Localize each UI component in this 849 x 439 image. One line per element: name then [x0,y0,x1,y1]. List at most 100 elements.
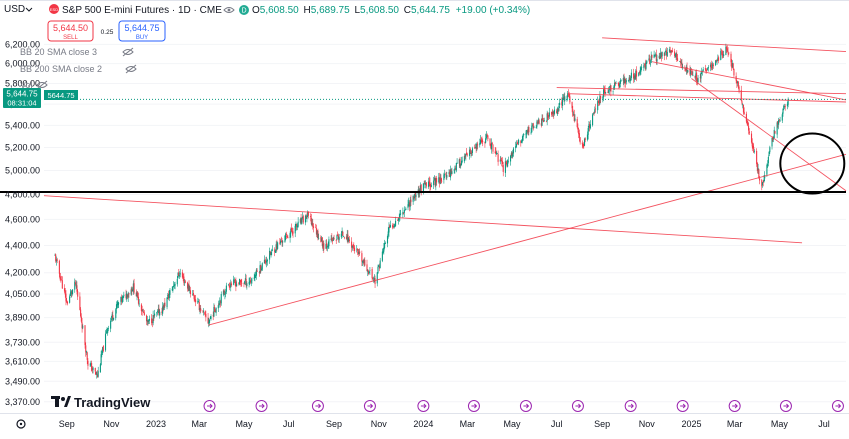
candle-body [778,119,780,125]
event-marker-icon[interactable] [255,400,268,412]
candle-body [781,114,783,121]
sell-button[interactable]: 5,644.50 SELL [47,20,94,42]
buy-button[interactable]: 5,644.75 BUY [118,20,166,42]
candle-body [214,310,216,313]
candle-body [694,75,696,78]
candle-body [536,121,538,127]
symbol-title[interactable]: S&P 500 E-mini Futures · 1D · CME [62,5,222,16]
candle-body [559,102,561,106]
indicator-bb20-visibility-icon[interactable] [122,47,134,57]
candle-body [213,307,215,317]
x-tick-label: 2025 [681,419,701,429]
candle-body [454,167,456,170]
candle-body [414,192,416,198]
candle-body [126,293,128,300]
x-tick-label: Jul [551,419,563,429]
y-tick-label: 6,200.00 [5,39,40,49]
candle-body [438,177,440,182]
indicator-bb20[interactable]: BB 20 SMA close 3 [20,47,97,57]
candle-body [696,80,698,82]
event-marker-icon[interactable] [571,400,584,412]
candle-body [94,367,96,372]
indicator-vol[interactable]: Vol [20,80,33,90]
candle-body [655,54,657,61]
candle-body [492,144,494,152]
candle-body [552,111,554,115]
event-marker-icon[interactable] [676,400,689,412]
event-marker-icon[interactable] [779,400,792,412]
trendline-2 [556,87,847,95]
currency-label[interactable]: USD [4,4,25,15]
candle-body [230,283,233,286]
event-marker-icon[interactable] [467,400,480,412]
symbol-badge[interactable] [49,4,59,14]
candle-body [603,89,605,91]
candle-body [496,152,498,155]
candle-body [578,130,580,135]
event-marker-icon[interactable] [831,400,844,412]
candle-body [449,169,452,178]
candle-body [597,100,599,104]
candle-body [736,80,738,84]
candle-body [624,78,627,84]
candle-body [71,292,73,294]
candle-body [121,297,123,302]
event-marker-icon[interactable] [417,400,430,412]
x-tick-label: May [504,419,522,429]
delay-badge[interactable] [239,5,249,15]
candle-body [100,354,102,365]
candle-body [593,112,595,114]
candle-body [326,246,328,248]
candle-body [782,108,784,114]
candle-body [537,122,539,123]
candle-body [176,278,178,285]
event-marker-icon[interactable] [311,400,324,412]
candle-body [89,364,91,366]
event-marker-icon[interactable] [203,400,216,412]
candle-body [271,249,273,252]
candle-body [302,216,304,223]
candle-body [188,284,190,291]
candle-body [358,251,360,255]
event-marker-icon[interactable] [624,400,637,412]
candle-body [55,254,57,262]
candle-body [110,318,112,320]
candle-body [422,183,424,193]
candle-body [699,77,701,79]
tradingview-logo[interactable]: TradingView [51,395,151,410]
candle-body [409,200,411,207]
candle-body [768,151,770,156]
candle-body [97,371,99,377]
indicator-bb200[interactable]: BB 200 SMA close 2 [20,64,102,74]
indicator-bb200-visibility-icon[interactable] [125,64,137,74]
candle-body [137,292,139,296]
candle-body [91,369,93,371]
currency-chevron-icon[interactable] [25,7,33,12]
eye-icon[interactable] [223,7,235,13]
candle-body [674,51,676,57]
event-marker-icon[interactable] [519,400,532,412]
candle-body [499,159,501,162]
candle-body [608,89,610,93]
candle-body [169,290,171,295]
candles [54,43,789,379]
candle-body [81,322,83,329]
event-marker-icon[interactable] [728,400,741,412]
candle-body [291,231,293,233]
candle-body [716,61,718,63]
candle-body [399,214,401,218]
candle-body [382,251,384,253]
candle-body [54,254,56,256]
indicator-vol-visibility-icon[interactable] [36,80,48,90]
candle-body [235,281,237,287]
candle-body [126,294,129,298]
candle-body [553,112,555,115]
event-marker-icon[interactable] [363,400,376,412]
candle-body [315,227,317,229]
candle-body [726,48,728,52]
candle-body [337,235,339,240]
settings-gear-icon[interactable] [16,419,26,429]
candle-body [294,225,296,234]
candle-body [274,250,276,253]
candle-body [132,283,134,291]
